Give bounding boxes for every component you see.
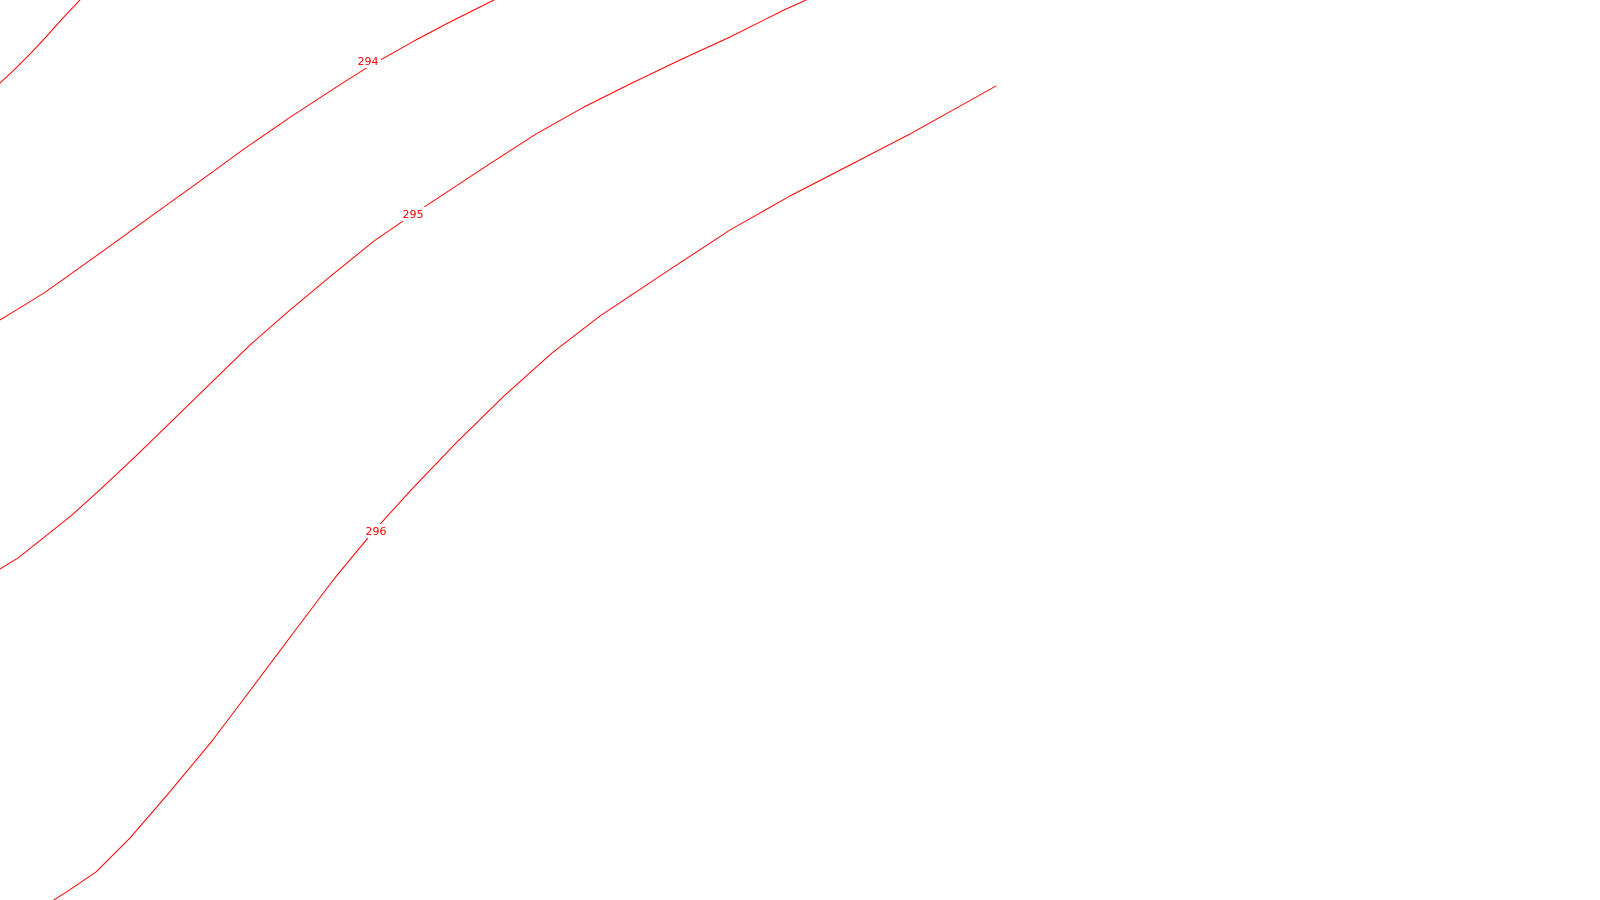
contour-label-295: 295 bbox=[400, 207, 426, 221]
svg-text:295: 295 bbox=[403, 208, 424, 221]
contour-label-294: 294 bbox=[355, 54, 381, 68]
contour-line-296 bbox=[52, 85, 997, 900]
contour-label-296: 296 bbox=[363, 524, 389, 538]
contour-line-294 bbox=[0, 0, 495, 321]
contour-line-partial bbox=[0, 0, 81, 84]
svg-text:296: 296 bbox=[366, 525, 387, 538]
svg-text:294: 294 bbox=[358, 55, 379, 68]
contour-line-295 bbox=[0, 0, 807, 570]
